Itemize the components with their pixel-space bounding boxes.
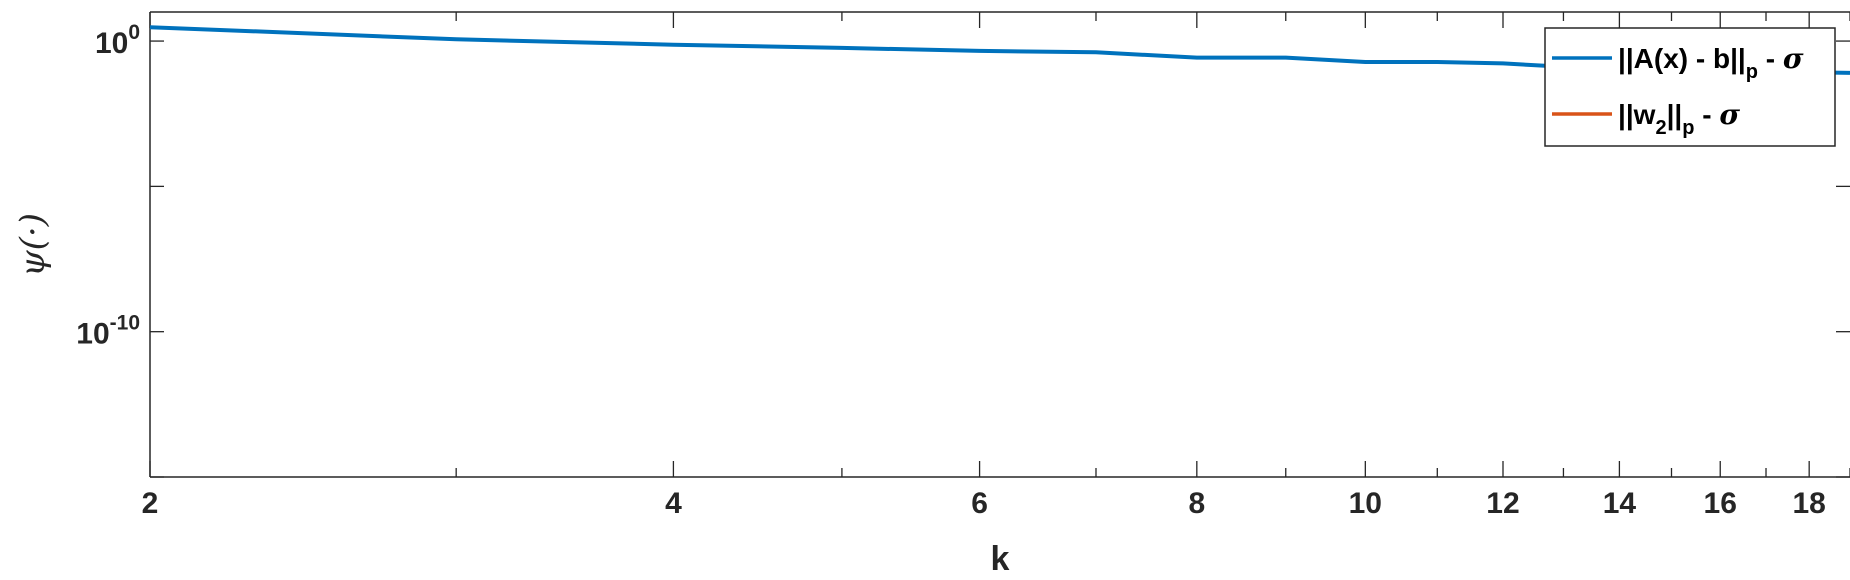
x-tick-label: 18: [1792, 487, 1825, 520]
y-axis-title: ψ(·): [13, 213, 53, 277]
x-tick-label: 10: [1349, 487, 1382, 520]
x-tick-label: 8: [1188, 487, 1205, 520]
legend-label-1: ||A(x) - b||p - σ: [1618, 42, 1804, 83]
legend: ||A(x) - b||p - σ ||w2||p - σ: [1544, 27, 1836, 147]
legend-entry-2: ||w2||p - σ: [1552, 98, 1740, 139]
x-tick-label: 12: [1486, 487, 1519, 520]
y-tick-label: 100: [95, 21, 140, 60]
x-tick-label: 6: [971, 487, 988, 520]
legend-entry-1: ||A(x) - b||p - σ: [1552, 42, 1804, 83]
y-tick-label: 10-10: [76, 312, 140, 351]
x-tick-label: 4: [665, 487, 682, 520]
x-tick-label: 2: [142, 487, 159, 520]
x-tick-label: 16: [1704, 487, 1737, 520]
x-tick-label: 14: [1603, 487, 1637, 520]
legend-label-2: ||w2||p - σ: [1618, 98, 1740, 139]
x-axis: 2 4 6 8 10 12 14 16 18: [142, 12, 1850, 520]
legend-box: [1544, 27, 1836, 147]
y-axis: 100 10-10: [76, 21, 1850, 478]
x-axis-title: k: [991, 540, 1010, 578]
